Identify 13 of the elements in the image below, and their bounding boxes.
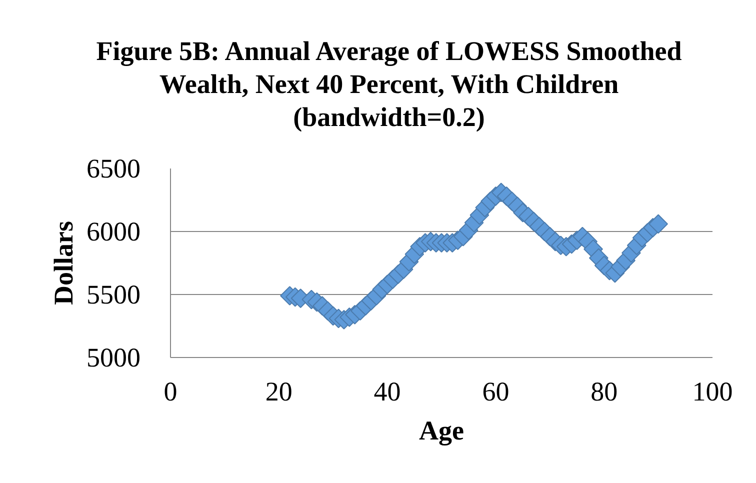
chart-title: Figure 5B: Annual Average of LOWESS Smoothed Wealth, Next 40 Percent, With Children (bandwidth=0.2): [96, 35, 682, 134]
y-tick-label: 5500: [86, 280, 140, 310]
x-tick-label: 40: [374, 376, 401, 406]
y-tick-label: 6000: [86, 216, 140, 246]
x-axis-title: Age: [419, 416, 464, 446]
x-tick-label: 100: [692, 376, 733, 406]
x-tick-label: 20: [265, 376, 292, 406]
y-tick-label: 5000: [86, 342, 140, 372]
x-tick-label: 60: [482, 376, 510, 406]
x-tick-label: 0: [164, 376, 178, 406]
y-tick-label: 6500: [86, 154, 140, 184]
y-axis-title: Dollars: [48, 220, 78, 305]
x-tick-label: 80: [590, 376, 618, 406]
